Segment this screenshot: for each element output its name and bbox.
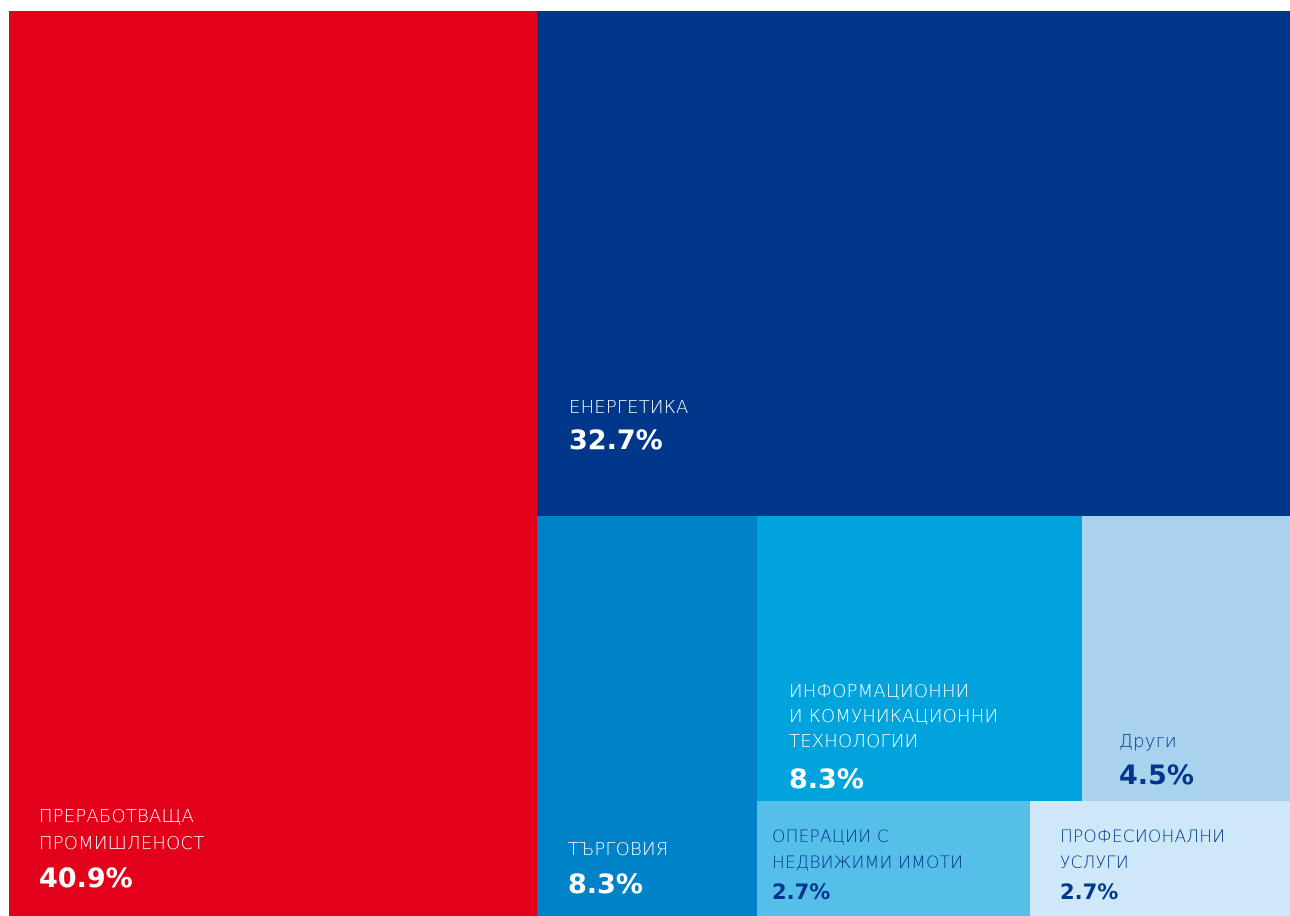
tile-value: 32.7% — [569, 425, 663, 456]
tile-value: 8.3% — [568, 869, 643, 900]
tile-label-group: ЕНЕРГЕТИКА 32.7% — [569, 395, 1290, 456]
tile-professional-services: ПРОФЕСИОНАЛНИ УСЛУГИ 2.7% — [1030, 801, 1290, 916]
tile-energy: ЕНЕРГЕТИКА 32.7% — [537, 11, 1290, 516]
tile-value: 2.7% — [1060, 880, 1119, 904]
tile-real-estate: ОПЕРАЦИИ С НЕДВИЖИМИ ИМОТИ 2.7% — [757, 801, 1030, 916]
tile-name: ОПЕРАЦИИ С НЕДВИЖИМИ ИМОТИ — [772, 827, 964, 873]
tile-manufacturing: ПРЕРАБОТВАЩА ПРОМИШЛЕНОСТ 40.9% — [9, 11, 537, 916]
tile-name: Други — [1119, 731, 1177, 752]
tile-value: 40.9% — [39, 863, 133, 894]
tile-name: ПРЕРАБОТВАЩА ПРОМИШЛЕНОСТ — [39, 806, 205, 854]
tile-label-group: ИНФОРМАЦИОННИ И КОМУНИКАЦИОННИ ТЕХНОЛОГИ… — [789, 679, 1082, 795]
treemap-chart: ПРЕРАБОТВАЩА ПРОМИШЛЕНОСТ 40.9% ЕНЕРГЕТИ… — [9, 11, 1290, 916]
tile-label-group: ПРОФЕСИОНАЛНИ УСЛУГИ 2.7% — [1060, 824, 1290, 904]
tile-value: 8.3% — [789, 764, 864, 795]
tile-label-group: Други 4.5% — [1119, 729, 1290, 791]
tile-ict: ИНФОРМАЦИОННИ И КОМУНИКАЦИОННИ ТЕХНОЛОГИ… — [757, 516, 1082, 801]
tile-value: 2.7% — [772, 880, 831, 904]
tile-value: 4.5% — [1119, 760, 1194, 791]
tile-trade: ТЪРГОВИЯ 8.3% — [537, 516, 757, 916]
tile-label-group: ПРЕРАБОТВАЩА ПРОМИШЛЕНОСТ 40.9% — [39, 803, 537, 894]
tile-label-group: ТЪРГОВИЯ 8.3% — [568, 837, 757, 900]
tile-name: ЕНЕРГЕТИКА — [569, 397, 689, 418]
tile-name: ТЪРГОВИЯ — [568, 839, 669, 860]
tile-other: Други 4.5% — [1082, 516, 1290, 801]
tile-name: ИНФОРМАЦИОННИ И КОМУНИКАЦИОННИ ТЕХНОЛОГИ… — [789, 681, 999, 752]
tile-name: ПРОФЕСИОНАЛНИ УСЛУГИ — [1060, 827, 1226, 873]
tile-label-group: ОПЕРАЦИИ С НЕДВИЖИМИ ИМОТИ 2.7% — [772, 824, 1030, 904]
